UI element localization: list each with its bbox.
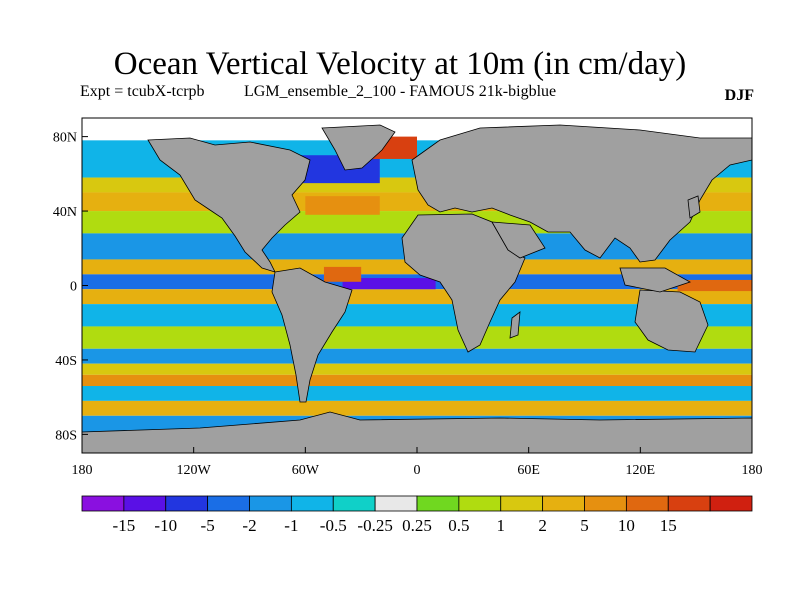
velocity-band-10 xyxy=(82,348,752,364)
velocity-band-16 xyxy=(342,278,436,290)
colorbar-swatch xyxy=(123,495,167,512)
velocity-band-11 xyxy=(82,363,752,375)
land-antarctica xyxy=(82,411,752,453)
colorbar-label: -1 xyxy=(284,516,298,535)
velocity-band-18 xyxy=(305,196,380,215)
colorbar-swatch xyxy=(207,495,250,512)
lat-tick-label: 80N xyxy=(53,131,77,146)
colorbar-swatch xyxy=(667,495,711,512)
colorbar-label: 5 xyxy=(580,516,589,535)
season-label: DJF xyxy=(724,87,754,104)
run-label: LGM_ensemble_2_100 - FAMOUS 21k-bigblue xyxy=(244,83,557,100)
land-south-america xyxy=(271,267,353,403)
velocity-band-20 xyxy=(323,266,362,282)
colorbar-swatch xyxy=(709,495,753,512)
land-eurasia xyxy=(411,124,752,263)
lat-tick-label: 40N xyxy=(53,205,77,220)
colorbar-label: 0.25 xyxy=(402,516,432,535)
lon-tick-label: 60W xyxy=(292,463,320,478)
colorbar-label: 1 xyxy=(497,516,506,535)
colorbar: -15 -10 -5 -2 -1 -0.5 -0.25 0.25 0.5 1 2 5 10 15 xyxy=(81,495,753,535)
colorbar-swatch xyxy=(584,495,627,512)
land-mask xyxy=(82,124,752,453)
longitude-axis: 180 120W 60W 0 60E 120E 180 xyxy=(72,447,763,478)
land-arabia xyxy=(491,221,546,259)
lon-tick-label: 120E xyxy=(626,463,656,478)
land-maritime-continent xyxy=(619,267,691,293)
colorbar-swatch xyxy=(500,495,544,512)
experiment-label: Expt = tcubX-tcrpb xyxy=(80,83,205,100)
colorbar-label: -0.25 xyxy=(357,516,392,535)
colorbar-swatch xyxy=(332,495,376,512)
colorbar-label: 2 xyxy=(538,516,547,535)
lat-tick-label: 40S xyxy=(55,354,77,369)
land-japan xyxy=(687,195,701,219)
velocity-band-13 xyxy=(82,386,752,401)
latitude-axis: 80N 40N 0 40S 80S xyxy=(53,131,88,443)
lon-tick-label: 0 xyxy=(414,463,421,478)
lat-tick-label: 0 xyxy=(70,280,77,295)
velocity-band-12 xyxy=(82,374,752,386)
land-greenland xyxy=(321,124,396,171)
colorbar-label: -15 xyxy=(113,516,136,535)
lon-tick-label: 120W xyxy=(177,463,212,478)
velocity-band-7 xyxy=(82,289,752,305)
lon-tick-label: 180 xyxy=(72,463,93,478)
velocity-band-8 xyxy=(82,304,752,327)
colorbar-label: 15 xyxy=(660,516,677,535)
colorbar-label: 10 xyxy=(618,516,635,535)
land-madagascar xyxy=(509,311,521,339)
lat-tick-label: 80S xyxy=(55,428,77,443)
colorbar-swatch xyxy=(249,495,292,512)
colorbar-label: -2 xyxy=(242,516,256,535)
colorbar-label: -0.5 xyxy=(320,516,347,535)
land-australia xyxy=(634,289,709,353)
velocity-band-9 xyxy=(82,326,752,349)
colorbar-swatch xyxy=(458,495,502,512)
colorbar-swatch xyxy=(165,495,209,512)
colorbar-swatch xyxy=(416,495,460,512)
velocity-band-14 xyxy=(82,400,752,416)
lon-tick-label: 60E xyxy=(517,463,540,478)
colorbar-swatch xyxy=(374,495,418,512)
velocity-band-21 xyxy=(677,279,752,292)
colorbar-swatch xyxy=(542,495,585,512)
colorbar-label: 0.5 xyxy=(448,516,469,535)
lon-tick-label: 180 xyxy=(742,463,763,478)
colorbar-swatch xyxy=(81,495,125,512)
colorbar-swatch xyxy=(290,495,334,512)
map-title: Ocean Vertical Velocity at 10m (in cm/da… xyxy=(113,46,687,82)
colorbar-label: -10 xyxy=(154,516,177,535)
colorbar-swatch xyxy=(625,495,669,512)
colorbar-label: -5 xyxy=(201,516,215,535)
land-north-america xyxy=(147,137,311,273)
